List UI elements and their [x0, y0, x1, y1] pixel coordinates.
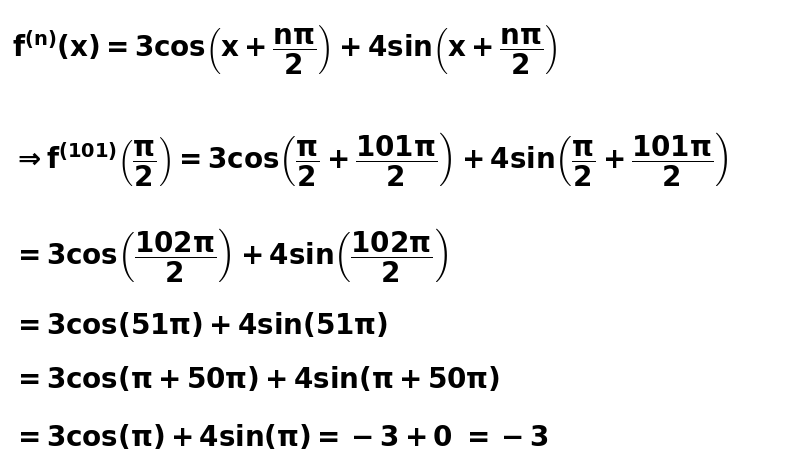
Text: $\mathbf{f}^{\mathbf{(n)}}\mathbf{(x)=3cos\left(x+\dfrac{n\pi}{2}\right)+4sin\le: $\mathbf{f}^{\mathbf{(n)}}\mathbf{(x)=3c…: [12, 22, 558, 76]
Text: $\mathbf{=3cos(51\pi)+4sin(51\pi)}$: $\mathbf{=3cos(51\pi)+4sin(51\pi)}$: [12, 311, 388, 340]
Text: $\mathbf{\Rightarrow f^{(101)}\left(\dfrac{\pi}{2}\right)=3cos\left(\dfrac{\pi}{: $\mathbf{\Rightarrow f^{(101)}\left(\dfr…: [12, 130, 729, 188]
Text: $\mathbf{=3cos(\pi)+4sin(\pi)=-3+0\ =-3}$: $\mathbf{=3cos(\pi)+4sin(\pi)=-3+0\ =-3}…: [12, 423, 548, 452]
Text: $\mathbf{=3cos(\pi+50\pi)+4sin(\pi+50\pi)}$: $\mathbf{=3cos(\pi+50\pi)+4sin(\pi+50\pi…: [12, 365, 500, 394]
Text: $\mathbf{=3cos\left(\dfrac{102\pi}{2}\right)+4sin\left(\dfrac{102\pi}{2}\right)}: $\mathbf{=3cos\left(\dfrac{102\pi}{2}\ri…: [12, 226, 448, 284]
